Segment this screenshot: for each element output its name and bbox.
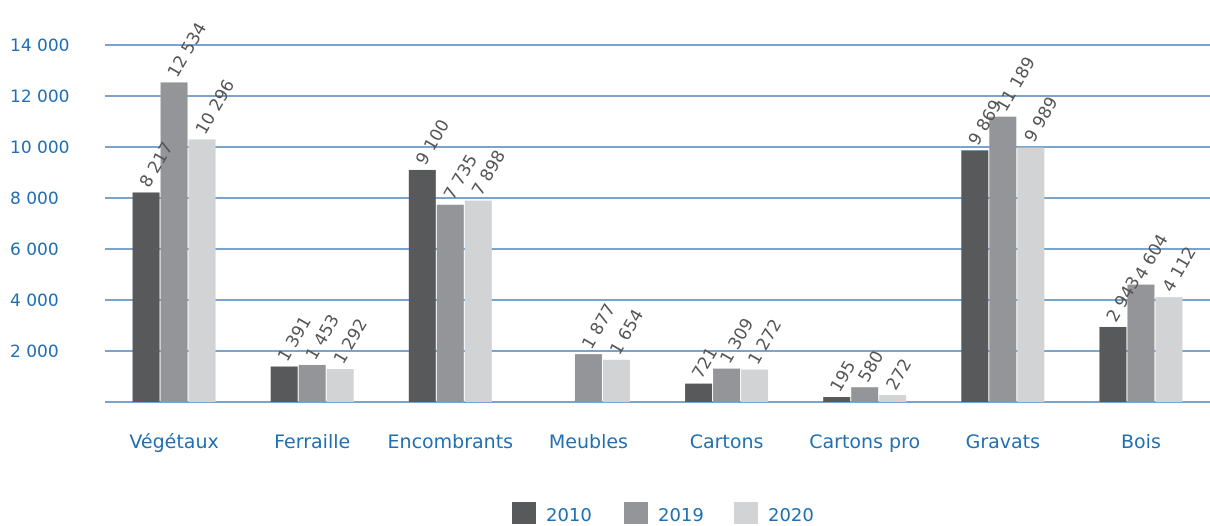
bar-2019 bbox=[436, 204, 464, 402]
bar-2010 bbox=[1099, 326, 1127, 402]
data-label: 9 989 bbox=[1021, 94, 1063, 146]
data-label: 12 534 bbox=[164, 19, 211, 81]
bar-2010 bbox=[408, 169, 436, 402]
bar-2019 bbox=[713, 368, 741, 402]
x-category-label: Ferraille bbox=[274, 431, 350, 453]
bars bbox=[132, 82, 1183, 403]
legend-swatch bbox=[734, 502, 758, 524]
bar-2010 bbox=[823, 397, 851, 402]
bar-2019 bbox=[574, 354, 602, 402]
bar-2020 bbox=[326, 369, 354, 402]
x-category-label: Végétaux bbox=[129, 431, 218, 453]
data-label: 580 bbox=[855, 348, 889, 386]
legend: 2010 2019 2020 bbox=[512, 502, 814, 526]
y-tick-label: 2 000 bbox=[10, 342, 59, 362]
bar-2019 bbox=[160, 82, 188, 403]
y-axis: 2 000 4 000 6 000 8 000 10 000 12 000 14 000 bbox=[10, 36, 69, 362]
bar-2020 bbox=[1017, 147, 1045, 402]
y-tick-label: 14 000 bbox=[10, 36, 69, 56]
legend-label: 2019 bbox=[658, 505, 704, 526]
bar-2010 bbox=[132, 192, 160, 402]
bar-2019 bbox=[851, 387, 879, 402]
x-category-label: Meubles bbox=[549, 431, 628, 453]
bar-2020 bbox=[602, 359, 630, 402]
bar-2019 bbox=[989, 116, 1017, 403]
bar-2020 bbox=[741, 369, 769, 402]
bar-2019 bbox=[1127, 284, 1155, 402]
x-axis: Végétaux Ferraille Encombrants Meubles Carto… bbox=[129, 431, 1160, 453]
data-label: 272 bbox=[883, 355, 917, 393]
y-tick-label: 6 000 bbox=[10, 240, 59, 260]
bar-2020 bbox=[1155, 297, 1183, 402]
legend-label: 2010 bbox=[546, 505, 592, 526]
y-tick-label: 4 000 bbox=[10, 291, 59, 311]
data-label: 11 189 bbox=[993, 54, 1040, 116]
data-label: 9 100 bbox=[412, 116, 454, 168]
bar-2019 bbox=[298, 364, 326, 402]
legend-label: 2020 bbox=[768, 505, 814, 526]
bar-2010 bbox=[961, 150, 989, 402]
x-category-label: Gravats bbox=[966, 431, 1040, 453]
x-category-label: Cartons pro bbox=[809, 431, 920, 453]
x-category-label: Bois bbox=[1121, 431, 1161, 453]
bar-2020 bbox=[464, 200, 492, 402]
x-category-label: Encombrants bbox=[388, 431, 514, 453]
gridlines bbox=[105, 44, 1210, 403]
bar-2020 bbox=[879, 395, 907, 402]
y-tick-label: 10 000 bbox=[10, 138, 69, 158]
legend-swatch bbox=[512, 502, 536, 524]
y-tick-label: 12 000 bbox=[10, 87, 69, 107]
bar-2010 bbox=[685, 383, 713, 402]
x-category-label: Cartons bbox=[690, 431, 764, 453]
bar-2010 bbox=[270, 366, 298, 402]
y-tick-label: 8 000 bbox=[10, 189, 59, 209]
bar-2020 bbox=[188, 139, 216, 402]
data-label: 10 296 bbox=[192, 76, 239, 138]
legend-swatch bbox=[624, 502, 648, 524]
